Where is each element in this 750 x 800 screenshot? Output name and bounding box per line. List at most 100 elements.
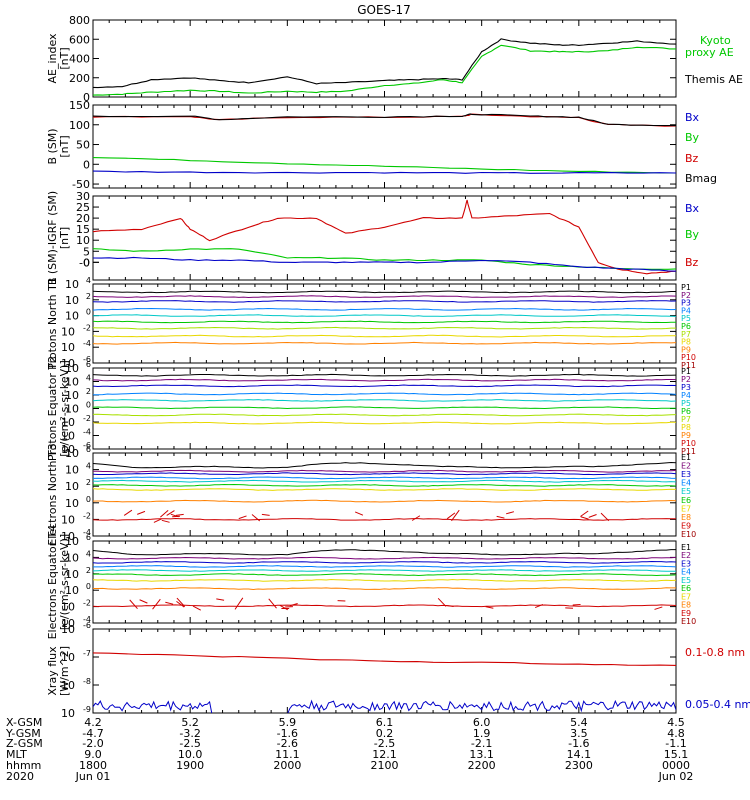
y-tick-label: 10 [61,617,75,630]
y-axis-label: Electrons North T3 [46,443,59,545]
y-tick-label: 10 [61,651,75,664]
y-tick-exponent: -6 [83,355,91,364]
y-tick-exponent: 6 [86,445,91,454]
y-tick-exponent: -4 [83,528,91,537]
sparse-e9-segment [580,516,589,520]
sparse-e9-segment [268,598,277,609]
legend-item: Bmag [685,172,717,185]
y-tick-label: 10 [65,535,79,548]
channel-line [93,517,676,521]
y-axis-unit: [nT] [58,47,71,69]
x-axis-value: 2000 [273,759,301,772]
x-axis-value: 3.5 [570,727,588,740]
y-axis-label: Protons North T1 [46,277,59,370]
y-tick-label: 10 [65,497,79,510]
x-axis-value: 4.5 [667,716,685,729]
sparse-e9-segment [251,514,261,522]
y-tick-label: 30 [76,190,90,203]
y-tick-label: 10 [65,480,79,493]
x-axis-value: 0.2 [376,727,394,740]
y-axis-unit: [W/m^2] [58,646,71,696]
channel-line [93,290,676,294]
y-tick-exponent: 6 [86,360,91,369]
y-tick-exponent: 2 [86,387,91,396]
y-tick-label: 10 [65,568,79,581]
y-tick-label: 10 [65,362,79,375]
x-row-label: MLT [6,748,27,761]
legend-item: P2 [681,375,691,384]
y-axis-unit: [e/(cm²-s-sr-keV)] [58,534,71,630]
channel-line [93,334,676,338]
sparse-e9-segment [411,515,421,521]
legend-item: E2 [681,551,691,560]
x-row-label: hhmm [6,759,41,772]
channel-line [93,314,676,317]
sparse-e9-segment [451,509,460,522]
legend-item: E3 [681,559,691,568]
y-tick-label: 25 [76,201,90,214]
channel-line [93,461,676,469]
y-tick-label: 800 [69,14,90,27]
legend-item: P11 [681,447,696,456]
legend-item: E5 [681,487,691,496]
sparse-e9-segment [165,601,174,605]
y-tick-exponent: 4 [86,549,91,558]
legend-item: E1 [681,543,691,552]
sparse-e9-segment [123,509,133,516]
legend-item: P9 [681,345,691,354]
y-axis-unit: [p/(cm²-s-sr-keV)] [58,360,71,457]
plot-area [93,652,676,713]
x-axis-value: Jun 02 [658,770,694,783]
sparse-e9-segment [216,598,225,601]
series-line [93,199,676,275]
y-tick-label: 10 [61,341,75,354]
xray-short-channel [93,699,676,713]
legend-item: Bx [685,202,700,215]
y-tick-label: 150 [69,99,90,112]
x-row-label: 2020 [6,770,34,783]
panel-pe: 10 6 10 4 10 2 10 0 10 -2 10 -4 10 -6 Protons Equator … [46,356,696,461]
y-tick-label: 0 [83,91,90,104]
panel-frame [92,452,677,537]
legend-item: E6 [681,584,691,593]
legend-item: P4 [681,391,691,400]
plot-area [93,38,676,96]
legend-item: Themis AE [684,73,743,86]
x-axis-value: 1.9 [473,727,491,740]
y-tick-exponent: 6 [86,533,91,542]
channel-line [93,565,676,568]
x-axis-value: 2200 [468,759,496,772]
y-tick-label: 10 [65,403,79,416]
y-tick-exponent: 4 [86,462,91,471]
series-line [93,248,676,270]
sparse-e9-segment [485,606,494,609]
y-tick-exponent: -8 [83,677,91,686]
y-tick-label: 10 [65,389,79,402]
legend-item: By [685,131,700,144]
x-axis-value: 5.9 [279,716,297,729]
x-axis-value: 4.2 [84,716,102,729]
y-tick-label: 10 [65,278,79,291]
y-tick-exponent: 4 [86,374,91,383]
channel-line [93,479,676,483]
channel-line [93,578,676,582]
sparse-e9-segment [152,598,161,610]
channel-line [93,573,676,577]
legend-item: By [685,228,700,241]
sparse-e9-segment [238,515,247,520]
channel-line [93,587,676,591]
panel-bsm: -50 0 50 100 150 B (SM) [nT] Bx By Bz Bmag [46,99,717,191]
legend-item: E4 [681,568,691,577]
x-axis-value: -2.1 [471,737,492,750]
series-line [93,652,676,666]
panel-frame [92,628,677,714]
y-axis-label: Protons Equator T2 [46,356,59,461]
sparse-e9-segment [176,597,186,607]
y-tick-label: 10 [61,623,75,636]
panel-ee: 10 6 10 4 10 2 10 0 10 -2 10 -4 Electrons Equator T4… [46,525,696,640]
x-axis-value: -1.6 [277,727,298,740]
y-tick-label: 10 [76,234,90,247]
y-tick-label: 10 [61,530,75,543]
